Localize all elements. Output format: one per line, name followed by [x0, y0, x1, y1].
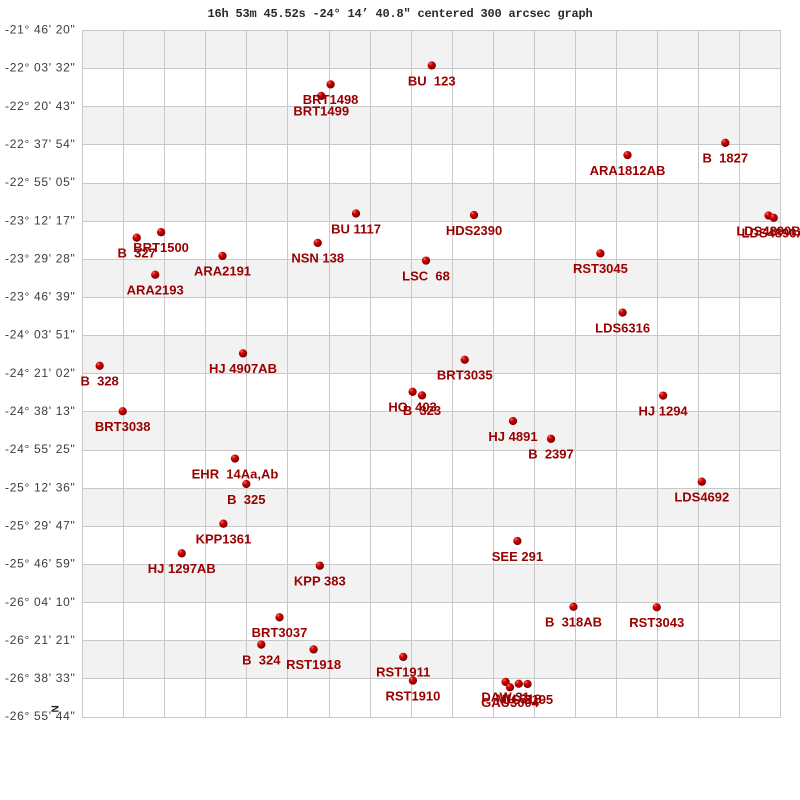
svg-text:-25° 46' 59": -25° 46' 59" — [5, 557, 75, 571]
svg-text:-24° 38' 13": -24° 38' 13" — [5, 404, 75, 418]
svg-text:16h 53m 45.52s -24° 14’ 40.8": 16h 53m 45.52s -24° 14’ 40.8" centered 3… — [207, 7, 592, 21]
svg-text:-25° 12' 36": -25° 12' 36" — [5, 480, 75, 494]
svg-text:HJ 4907AB: HJ 4907AB — [209, 361, 277, 376]
svg-text:KPP 383: KPP 383 — [294, 574, 346, 589]
svg-text:-26° 38' 33": -26° 38' 33" — [5, 671, 75, 685]
svg-text:-26° 55' 44": -26° 55' 44" — [5, 709, 75, 723]
svg-text:LSC 68: LSC 68 — [402, 268, 450, 283]
svg-text:-23° 12' 17": -23° 12' 17" — [5, 213, 75, 227]
svg-text:-26° 04' 10": -26° 04' 10" — [5, 595, 75, 609]
svg-text:B 327: B 327 — [118, 246, 156, 261]
svg-text:HJ 1297AB: HJ 1297AB — [148, 561, 216, 576]
svg-text:ARA2193: ARA2193 — [127, 283, 184, 298]
svg-text:BRT3035: BRT3035 — [437, 368, 493, 383]
svg-text:-25° 29' 47": -25° 29' 47" — [5, 518, 75, 532]
svg-text:B 324: B 324 — [242, 652, 281, 667]
svg-text:RST1918: RST1918 — [286, 657, 341, 672]
svg-text:SEE 291: SEE 291 — [492, 549, 543, 564]
svg-text:GAU3004: GAU3004 — [481, 695, 540, 710]
svg-text:EHR 14Aa,Ab: EHR 14Aa,Ab — [192, 466, 279, 481]
svg-text:-24° 21' 02": -24° 21' 02" — [5, 366, 75, 380]
svg-text:-21° 46' 20": -21° 46' 20" — [5, 23, 75, 37]
svg-text:-22° 03' 32": -22° 03' 32" — [5, 61, 75, 75]
svg-text:LDS4692: LDS4692 — [674, 490, 729, 505]
svg-text:HDS2390: HDS2390 — [446, 223, 502, 238]
svg-text:-24° 55' 25": -24° 55' 25" — [5, 442, 75, 456]
svg-text:HO 403: HO 403 — [388, 400, 436, 415]
svg-text:-22° 55' 05": -22° 55' 05" — [5, 175, 75, 189]
svg-text:BU 1117: BU 1117 — [331, 221, 381, 236]
svg-text:LDS4890B: LDS4890B — [736, 223, 800, 238]
svg-text:LDS4890A: LDS4890A — [742, 226, 800, 241]
svg-text:BRT3038: BRT3038 — [95, 419, 151, 434]
svg-text:B 1827: B 1827 — [703, 151, 749, 166]
svg-text:BRT1498: BRT1498 — [303, 92, 359, 107]
svg-text:BU 123: BU 123 — [408, 73, 456, 88]
svg-text:N: N — [48, 705, 59, 712]
svg-text:-23° 29' 28": -23° 29' 28" — [5, 251, 75, 265]
svg-text:RST1911: RST1911 — [376, 665, 430, 680]
svg-text:KPP1361: KPP1361 — [196, 532, 252, 547]
svg-text:BRT1500: BRT1500 — [133, 240, 189, 255]
svg-text:DAW 31: DAW 31 — [481, 690, 529, 705]
svg-text:B 325: B 325 — [227, 492, 265, 507]
svg-text:-24° 03' 51": -24° 03' 51" — [5, 328, 75, 342]
svg-text:BRT1499: BRT1499 — [293, 104, 349, 119]
svg-text:-26° 21' 21": -26° 21' 21" — [5, 633, 75, 647]
svg-text:-23° 46' 39": -23° 46' 39" — [5, 290, 75, 304]
svg-text:B 323: B 323 — [403, 403, 441, 418]
svg-text:B 2397: B 2397 — [528, 447, 574, 462]
svg-text:ARA1812AB: ARA1812AB — [590, 163, 666, 178]
svg-text:RST3043: RST3043 — [629, 615, 684, 630]
svg-text:LDS6316: LDS6316 — [595, 320, 650, 335]
svg-text:RST1910: RST1910 — [385, 688, 440, 703]
svg-text:-22° 20' 43": -22° 20' 43" — [5, 99, 75, 113]
svg-text:HJ 4891: HJ 4891 — [488, 429, 537, 444]
svg-text:B 328: B 328 — [80, 374, 118, 389]
svg-text:ARA2191: ARA2191 — [194, 264, 251, 279]
svg-text:UC 3195: UC 3195 — [502, 692, 553, 707]
svg-text:HJ 1294: HJ 1294 — [639, 403, 689, 418]
svg-text:BRT3037: BRT3037 — [252, 625, 308, 640]
svg-text:MU 318: MU 318 — [496, 692, 542, 707]
svg-text:-22° 37' 54": -22° 37' 54" — [5, 137, 75, 151]
svg-text:RST3045: RST3045 — [573, 261, 628, 276]
svg-text:NSN 138: NSN 138 — [291, 251, 344, 266]
svg-text:B 318AB: B 318AB — [545, 615, 602, 630]
